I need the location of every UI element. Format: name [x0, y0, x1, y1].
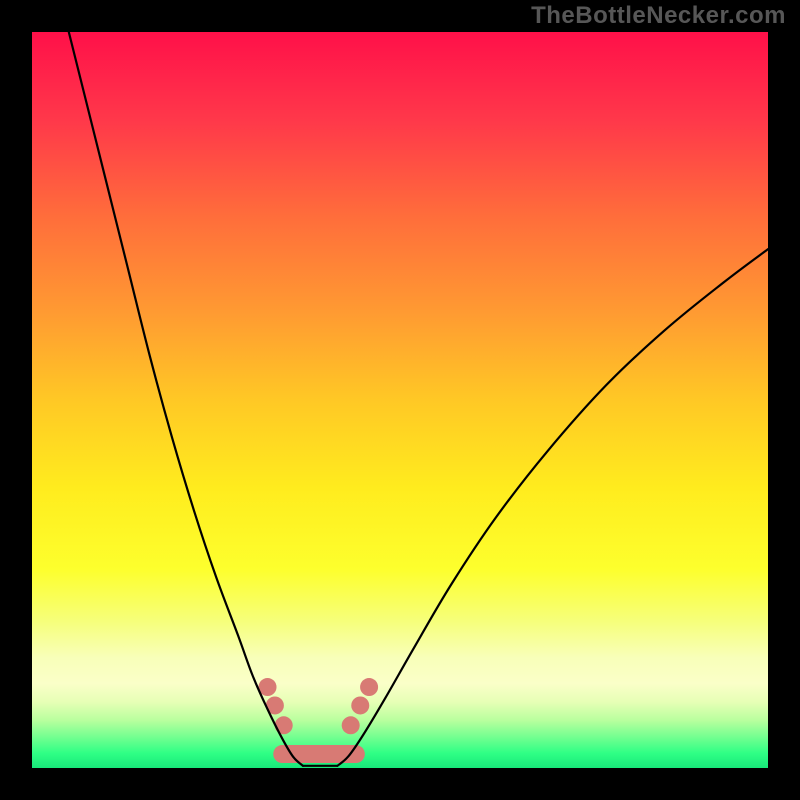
plot-svg [32, 32, 768, 768]
watermark-text: TheBottleNecker.com [531, 2, 786, 30]
valley-dot-right-1 [351, 696, 369, 714]
valley-dot-right-0 [342, 716, 360, 734]
valley-dot-right-2 [360, 678, 378, 696]
outer-frame: TheBottleNecker.com [0, 0, 800, 800]
gradient-background [32, 32, 768, 768]
plot-area [32, 32, 768, 768]
